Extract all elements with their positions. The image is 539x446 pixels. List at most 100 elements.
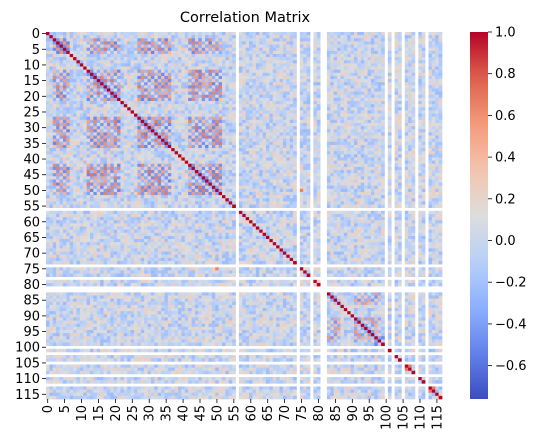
heatmap-cell [110, 170, 115, 174]
heatmap-cell [188, 135, 192, 139]
heatmap-cell [171, 47, 175, 52]
heatmap-cell [394, 104, 399, 108]
heatmap-cell [208, 97, 213, 102]
heatmap-cell [147, 129, 152, 133]
heatmap-cell [59, 44, 64, 49]
heatmap-cell [347, 82, 351, 86]
heatmap-cell [428, 82, 433, 86]
heatmap-cell [330, 66, 335, 70]
heatmap-cell [117, 85, 121, 89]
heatmap-cell [134, 138, 138, 143]
heatmap-cell [66, 166, 71, 171]
heatmap-cell [144, 57, 148, 61]
heatmap-cell [279, 170, 284, 174]
heatmap-cell [418, 97, 423, 102]
heatmap-cell [222, 104, 226, 108]
heatmap-cell [408, 119, 412, 124]
heatmap-cell [269, 135, 274, 139]
heatmap-cell [86, 44, 91, 49]
heatmap-cell [201, 160, 206, 165]
heatmap-cell [418, 35, 423, 39]
heatmap-cell [198, 44, 203, 49]
heatmap-cell [418, 132, 423, 136]
heatmap-cell [316, 163, 321, 168]
heatmap-cell [330, 113, 335, 118]
heatmap-cell [286, 110, 291, 114]
heatmap-cell [398, 38, 402, 42]
heatmap-cell [431, 157, 436, 161]
heatmap-cell [276, 170, 280, 174]
heatmap-cell [161, 38, 165, 42]
heatmap-cell [49, 173, 54, 177]
heatmap-cell [198, 35, 203, 39]
heatmap-cell [103, 66, 108, 70]
heatmap-cell [232, 170, 236, 174]
heatmap-cell [120, 57, 125, 61]
heatmap-cell [194, 72, 199, 77]
heatmap-cell [191, 53, 196, 58]
heatmap-cell [215, 35, 219, 39]
heatmap-cell [252, 148, 257, 152]
heatmap-cell [255, 85, 260, 89]
heatmap-cell [364, 173, 368, 177]
heatmap-cell [96, 60, 101, 64]
heatmap-cell [73, 72, 77, 77]
heatmap-cell [123, 126, 128, 130]
heatmap-cell [46, 116, 50, 121]
heatmap-cell [201, 50, 206, 55]
heatmap-cell [337, 53, 341, 58]
heatmap-cell [113, 151, 118, 155]
heatmap-cell [188, 144, 192, 149]
heatmap-cell [154, 176, 159, 180]
heatmap-cell [106, 88, 111, 92]
heatmap-cell [343, 79, 348, 83]
heatmap-cell [421, 50, 426, 55]
heatmap-cell [354, 53, 358, 58]
heatmap-cell [272, 170, 277, 174]
heatmap-cell [83, 119, 87, 124]
heatmap-cell [184, 144, 189, 149]
heatmap-cell [181, 166, 186, 171]
heatmap-cell [123, 166, 128, 171]
heatmap-cell [350, 82, 355, 86]
heatmap-cell [289, 60, 294, 64]
heatmap-cell [154, 38, 159, 42]
heatmap-cell [377, 135, 382, 139]
heatmap-cell [167, 66, 172, 70]
heatmap-cell [398, 107, 402, 111]
heatmap-cell [249, 163, 253, 168]
heatmap-cell [66, 69, 71, 74]
heatmap-cell [201, 144, 206, 149]
heatmap-cell [93, 122, 98, 127]
heatmap-cell [211, 75, 216, 80]
heatmap-cell [73, 82, 77, 86]
heatmap-cell [228, 47, 233, 52]
heatmap-cell [218, 113, 223, 118]
heatmap-cell [438, 166, 443, 171]
heatmap-cell [228, 66, 233, 70]
heatmap-cell [73, 163, 77, 168]
heatmap-cell [360, 79, 365, 83]
heatmap-cell [299, 110, 304, 114]
heatmap-cell [387, 50, 392, 55]
heatmap-cell [370, 138, 375, 143]
heatmap-cell [245, 60, 250, 64]
heatmap-cell [350, 44, 355, 49]
heatmap-cell [113, 50, 118, 55]
heatmap-cell [282, 101, 287, 105]
heatmap-cell [174, 32, 179, 36]
heatmap-cell [377, 122, 382, 127]
heatmap-cell [100, 72, 104, 77]
heatmap-cell [337, 35, 341, 39]
heatmap-cell [150, 75, 155, 80]
heatmap-cell [59, 166, 64, 171]
heatmap-cell [215, 69, 219, 74]
heatmap-cell [171, 94, 175, 99]
heatmap-cell [208, 129, 213, 133]
heatmap-cell [350, 79, 355, 83]
heatmap-cell [438, 32, 443, 36]
heatmap-cell [144, 176, 148, 180]
heatmap-cell [130, 75, 135, 80]
heatmap-cell [106, 85, 111, 89]
heatmap-cell [164, 160, 169, 165]
